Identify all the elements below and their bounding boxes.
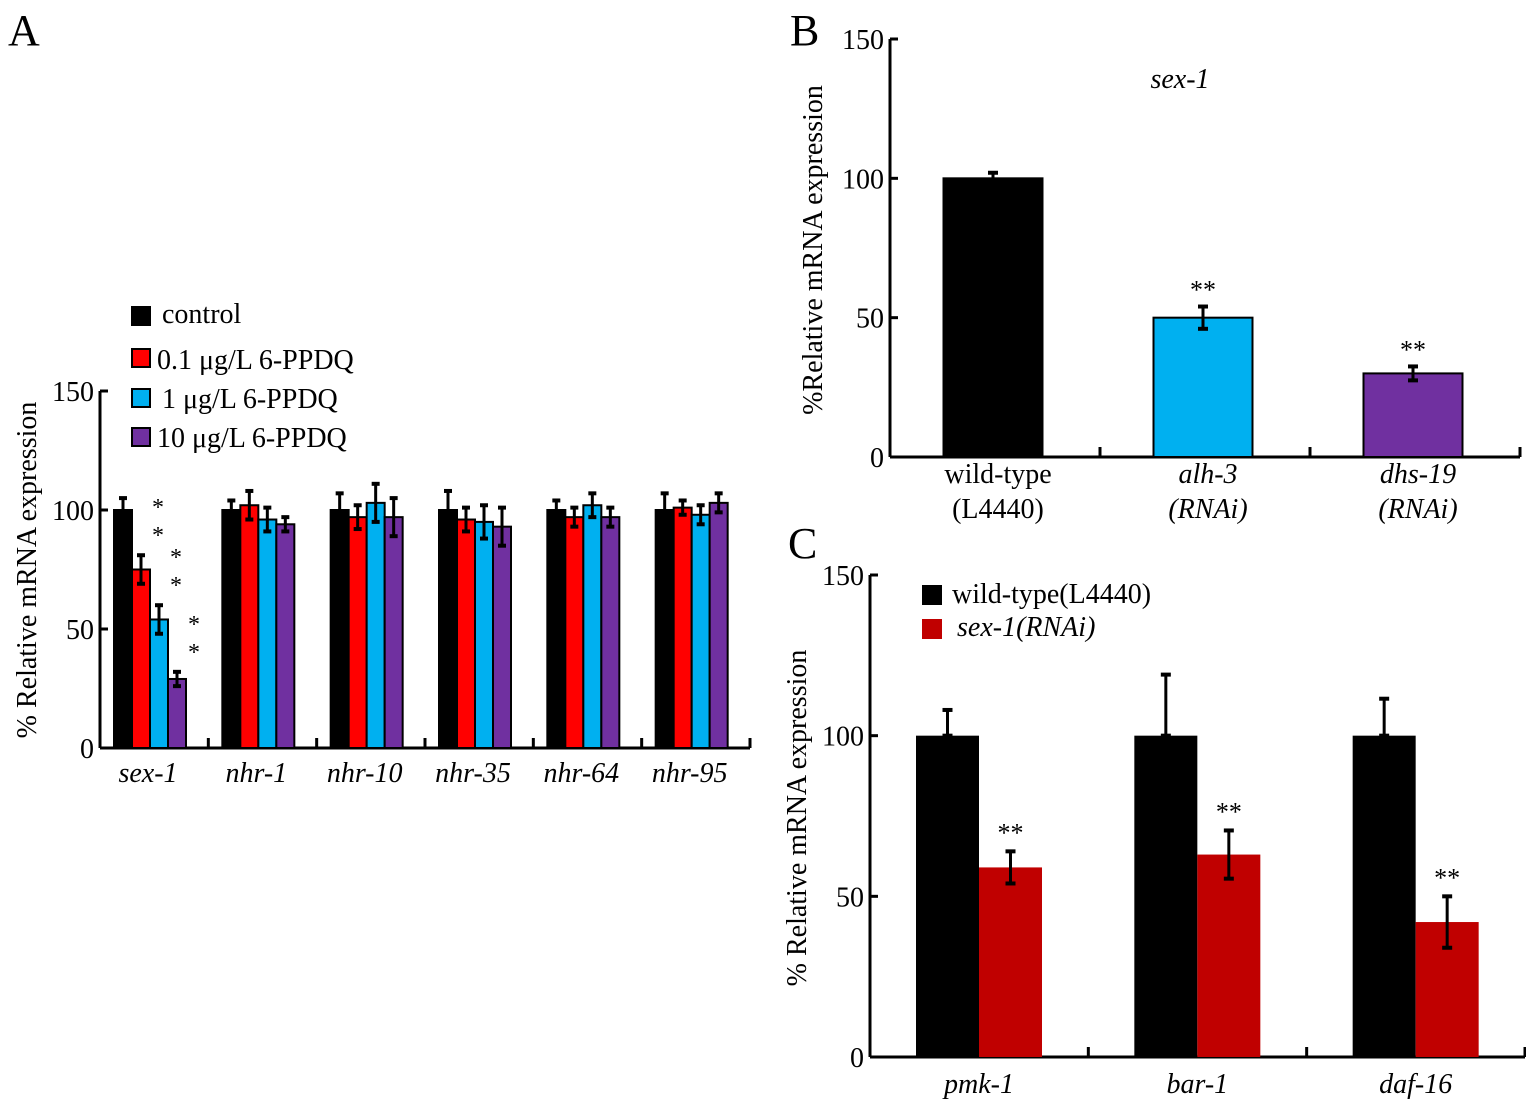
bar-nhr-95-1 [672,506,693,749]
significance-mark: * [170,545,182,571]
bar-dhs-19 [1362,372,1464,458]
significance-mark: ** [1190,276,1216,305]
bar-nhr-64-2 [582,504,603,749]
x-tick-label: (L4440) [952,494,1044,525]
bar-alh-3 [1152,316,1254,458]
y-tick-label: 50 [836,882,864,913]
legend-swatch-sex-1-rnai [922,619,942,639]
x-tick-label: (RNAi) [1168,494,1247,525]
y-tick-label: 50 [856,304,884,335]
panel-label-b: B [790,6,819,55]
x-tick-label: (RNAi) [1378,494,1457,525]
significance-mark: * [170,573,182,599]
bar-nhr-35-0 [438,509,458,749]
legend-swatch-1 [131,388,151,408]
x-tick-label: alh-3 [1178,459,1237,490]
y-tick-label: 50 [66,615,94,646]
bar-sex-1-1 [131,568,151,749]
legend-swatch-wild-type [922,585,942,605]
x-tick-label: dhs-19 [1380,459,1456,490]
bar-wild-type [942,177,1044,458]
bar-nhr-1-1 [239,504,260,749]
bar-nhr-64-0 [546,509,567,749]
bar-bar-1-0 [1134,735,1198,1057]
bar-sex-1-3 [167,677,187,749]
y-tick-label: 150 [822,561,864,592]
bar-nhr-1-2 [257,518,278,750]
bar-daf-16-0 [1352,735,1416,1057]
significance-mark: * [188,612,200,638]
legend-swatch-0.1 [131,348,151,368]
bar-nhr-95-0 [654,509,675,749]
y-tick-label: 150 [842,25,884,56]
legend-label: wild-type(L4440) [952,579,1151,610]
y-tick-label: 0 [80,734,94,765]
bar-nhr-64-1 [564,516,585,750]
panel-b-title: sex-1 [1150,64,1209,95]
x-tick-label: nhr-35 [435,758,511,789]
y-tick-label: 0 [850,1043,864,1074]
legend-label: 1 μg/L 6-PPDQ [162,384,338,415]
significance-mark: * [152,495,164,521]
x-tick-label: nhr-64 [543,758,619,789]
x-tick-label: daf-16 [1379,1069,1452,1100]
x-tick-label: wild-type [944,459,1051,490]
bar-nhr-1-3 [275,523,296,750]
panel-a-ylabel: % Relative mRNA expression [12,402,43,739]
significance-mark: * [188,640,200,666]
legend-label: 10 μg/L 6-PPDQ [157,423,347,454]
panel-label-a: A [8,6,40,55]
y-tick-label: 100 [842,164,884,195]
legend-label: control [162,299,242,330]
bar-pmk-1-0 [916,735,979,1057]
bar-nhr-95-2 [690,513,711,750]
y-tick-label: 0 [870,443,884,474]
bar-nhr-95-3 [708,501,729,749]
y-tick-label: 100 [822,722,864,753]
bar-sex-1-0 [113,509,133,749]
panel-label-c: C [788,519,817,568]
panel-a-legend: control 0.1 μg/L 6-PPDQ 1 μg/L 6-PPDQ 10… [131,299,354,454]
bar-nhr-1-0 [221,509,242,749]
legend-label: 0.1 μg/L 6-PPDQ [157,345,354,376]
bar-bar-1-1 [1197,854,1261,1057]
panel-c-legend: wild-type(L4440) sex-1(RNAi) [922,579,1151,643]
bar-pmk-1-1 [979,867,1042,1057]
legend-label: sex-1(RNAi) [957,612,1095,643]
x-tick-label: pmk-1 [942,1069,1014,1100]
bar-nhr-35-2 [474,520,494,750]
x-tick-label: nhr-1 [225,758,287,789]
bar-nhr-35-1 [456,518,476,750]
bar-nhr-10-2 [365,501,386,749]
significance-mark: ** [1434,863,1460,892]
bar-nhr-10-3 [383,516,404,750]
x-tick-label: sex-1 [118,758,177,789]
x-tick-label: nhr-10 [327,758,403,789]
significance-mark: ** [998,818,1024,847]
y-tick-label: 150 [52,377,94,408]
bar-nhr-10-0 [329,509,350,749]
panel-c-ylabel: % Relative mRNA expression [782,650,813,987]
panel-b-ylabel: %Relative mRNA expression [798,85,829,415]
bar-nhr-64-3 [600,516,621,750]
y-tick-label: 100 [52,496,94,527]
bar-nhr-35-3 [492,525,512,749]
legend-swatch-10 [131,427,151,447]
significance-mark: ** [1216,797,1242,826]
x-tick-label: bar-1 [1166,1069,1228,1100]
legend-swatch-control [131,306,151,326]
x-tick-label: nhr-95 [652,758,728,789]
significance-mark: * [152,523,164,549]
bar-sex-1-2 [149,618,169,749]
significance-mark: ** [1400,335,1426,364]
bar-nhr-10-1 [347,516,368,750]
